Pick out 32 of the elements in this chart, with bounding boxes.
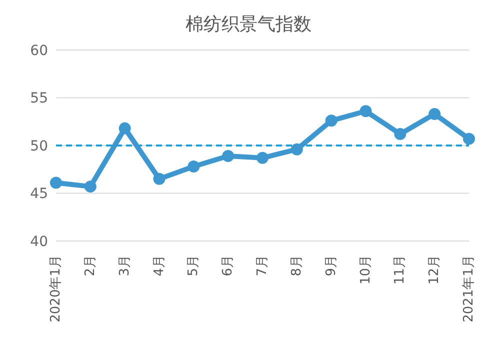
x-tick-label: 8月 bbox=[289, 255, 304, 276]
point bbox=[153, 172, 166, 185]
x-tick-label: 2月 bbox=[82, 255, 98, 276]
y-tick-label: 60 bbox=[30, 42, 48, 59]
point bbox=[256, 152, 268, 164]
point bbox=[84, 180, 96, 193]
point bbox=[360, 105, 372, 118]
point bbox=[394, 128, 406, 140]
point bbox=[428, 108, 441, 120]
x-tick-label: 4月 bbox=[152, 255, 167, 276]
point bbox=[222, 150, 234, 162]
chart-title: 棉纺织景气指数 bbox=[184, 13, 312, 37]
x-tick-label: 12月 bbox=[427, 255, 442, 285]
point bbox=[290, 143, 303, 156]
x-tick-label: 11月 bbox=[392, 255, 408, 285]
x-tick-label: 3月 bbox=[117, 255, 132, 276]
point bbox=[188, 160, 200, 173]
point bbox=[325, 114, 338, 127]
y-tick-label: 50 bbox=[30, 138, 48, 154]
x-tick-label: 9月 bbox=[324, 255, 339, 276]
x-tick-label: 6月 bbox=[220, 255, 236, 276]
x-tick-label: 7月 bbox=[255, 255, 270, 276]
x-tick-label: 10月 bbox=[358, 255, 374, 285]
point bbox=[118, 122, 131, 134]
point bbox=[50, 176, 62, 189]
y-tick-label: 40 bbox=[30, 234, 48, 250]
point bbox=[463, 132, 475, 145]
y-tick-label: 45 bbox=[30, 186, 48, 202]
x-tick-label: 2021年1月 bbox=[462, 255, 476, 322]
x-tick-label: 5月 bbox=[186, 255, 202, 276]
y-tick-label: 55 bbox=[30, 90, 48, 107]
x-tick-label: 2020年1月 bbox=[48, 255, 64, 322]
